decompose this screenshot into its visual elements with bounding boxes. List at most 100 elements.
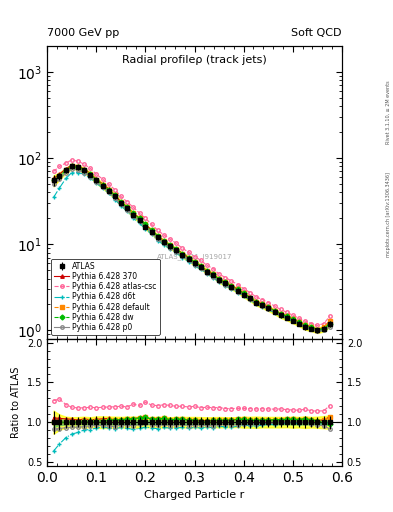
Pythia 6.428 default [76,164,81,170]
Pythia 6.428 370 [266,304,270,310]
Pythia 6.428 atlas-csc [106,181,111,187]
Pythia 6.428 p0 [131,214,136,220]
Pythia 6.428 default [88,171,93,177]
Pythia 6.428 dw [204,268,209,274]
Pythia 6.428 p0 [64,170,68,176]
Pythia 6.428 dw [241,290,246,296]
Pythia 6.428 p0 [180,253,185,259]
Pythia 6.428 default [64,167,68,174]
Pythia 6.428 d6t [137,220,142,226]
Pythia 6.428 370 [76,163,81,169]
Pythia 6.428 atlas-csc [100,176,105,182]
Pythia 6.428 atlas-csc [315,323,320,329]
Pythia 6.428 atlas-csc [260,296,265,303]
Pythia 6.428 p0 [155,236,160,242]
Pythia 6.428 atlas-csc [241,286,246,292]
Pythia 6.428 d6t [192,263,197,269]
Pythia 6.428 d6t [327,321,332,327]
Pythia 6.428 default [174,246,179,252]
Pythia 6.428 default [192,259,197,265]
Pythia 6.428 d6t [211,274,216,281]
Pythia 6.428 atlas-csc [119,193,123,199]
Pythia 6.428 p0 [266,306,270,312]
Pythia 6.428 d6t [266,306,270,312]
Line: Pythia 6.428 370: Pythia 6.428 370 [52,163,331,331]
Pythia 6.428 370 [303,322,307,328]
Pythia 6.428 dw [303,322,307,328]
Pythia 6.428 370 [248,294,252,301]
Pythia 6.428 default [137,215,142,221]
Pythia 6.428 370 [131,210,136,216]
Pythia 6.428 dw [119,199,123,205]
Pythia 6.428 370 [272,307,277,313]
Pythia 6.428 p0 [82,169,86,176]
Text: Radial profileρ (track jets): Radial profileρ (track jets) [122,55,267,65]
Pythia 6.428 dw [272,307,277,313]
Pythia 6.428 atlas-csc [57,163,62,169]
Pythia 6.428 p0 [327,324,332,330]
Pythia 6.428 d6t [235,289,240,295]
Line: Pythia 6.428 default: Pythia 6.428 default [52,165,331,331]
Pythia 6.428 atlas-csc [180,245,185,251]
Pythia 6.428 default [125,204,130,210]
Pythia 6.428 default [278,311,283,317]
Pythia 6.428 370 [235,286,240,292]
Pythia 6.428 370 [297,319,301,326]
Pythia 6.428 p0 [174,249,179,255]
Pythia 6.428 dw [186,254,191,261]
Pythia 6.428 default [327,318,332,324]
Pythia 6.428 default [235,286,240,292]
Pythia 6.428 p0 [290,317,295,324]
Pythia 6.428 370 [149,227,154,233]
Pythia 6.428 p0 [149,230,154,236]
Pythia 6.428 d6t [82,171,86,177]
Pythia 6.428 dw [266,304,270,310]
Legend: ATLAS, Pythia 6.428 370, Pythia 6.428 atlas-csc, Pythia 6.428 d6t, Pythia 6.428 : ATLAS, Pythia 6.428 370, Pythia 6.428 at… [51,259,160,335]
Pythia 6.428 d6t [155,238,160,244]
Pythia 6.428 default [285,313,289,319]
Pythia 6.428 d6t [223,283,228,289]
Pythia 6.428 atlas-csc [198,257,203,263]
Pythia 6.428 p0 [204,270,209,276]
Pythia 6.428 atlas-csc [235,282,240,288]
Pythia 6.428 atlas-csc [192,253,197,260]
Pythia 6.428 d6t [131,215,136,221]
Pythia 6.428 d6t [248,297,252,303]
Pythia 6.428 p0 [125,207,130,213]
Pythia 6.428 370 [260,302,265,308]
Pythia 6.428 dw [100,182,105,188]
Pythia 6.428 d6t [94,180,99,186]
Pythia 6.428 370 [223,280,228,286]
Pythia 6.428 dw [69,163,74,169]
Pythia 6.428 default [155,233,160,239]
Pythia 6.428 p0 [229,285,234,291]
Pythia 6.428 p0 [303,324,307,330]
Pythia 6.428 default [94,177,99,183]
Pythia 6.428 370 [186,254,191,261]
Pythia 6.428 default [248,294,252,301]
Pythia 6.428 atlas-csc [88,165,93,172]
Pythia 6.428 default [143,221,148,227]
Pythia 6.428 atlas-csc [327,313,332,319]
Pythia 6.428 370 [309,325,314,331]
Pythia 6.428 atlas-csc [155,227,160,233]
Pythia 6.428 dw [113,192,118,198]
Pythia 6.428 default [260,302,265,308]
Pythia 6.428 370 [57,171,62,177]
Pythia 6.428 dw [235,286,240,292]
Pythia 6.428 default [69,163,74,169]
Pythia 6.428 370 [211,271,216,277]
Pythia 6.428 default [266,304,270,310]
Pythia 6.428 d6t [106,190,111,197]
Pythia 6.428 p0 [260,303,265,309]
Pythia 6.428 p0 [278,312,283,318]
Pythia 6.428 atlas-csc [174,241,179,247]
Pythia 6.428 p0 [94,179,99,185]
Pythia 6.428 default [113,192,118,198]
Pythia 6.428 dw [309,325,314,331]
Pythia 6.428 d6t [88,176,93,182]
Pythia 6.428 d6t [321,326,326,332]
Pythia 6.428 dw [137,215,142,221]
Pythia 6.428 default [51,177,56,183]
X-axis label: Charged Particle r: Charged Particle r [144,490,245,500]
